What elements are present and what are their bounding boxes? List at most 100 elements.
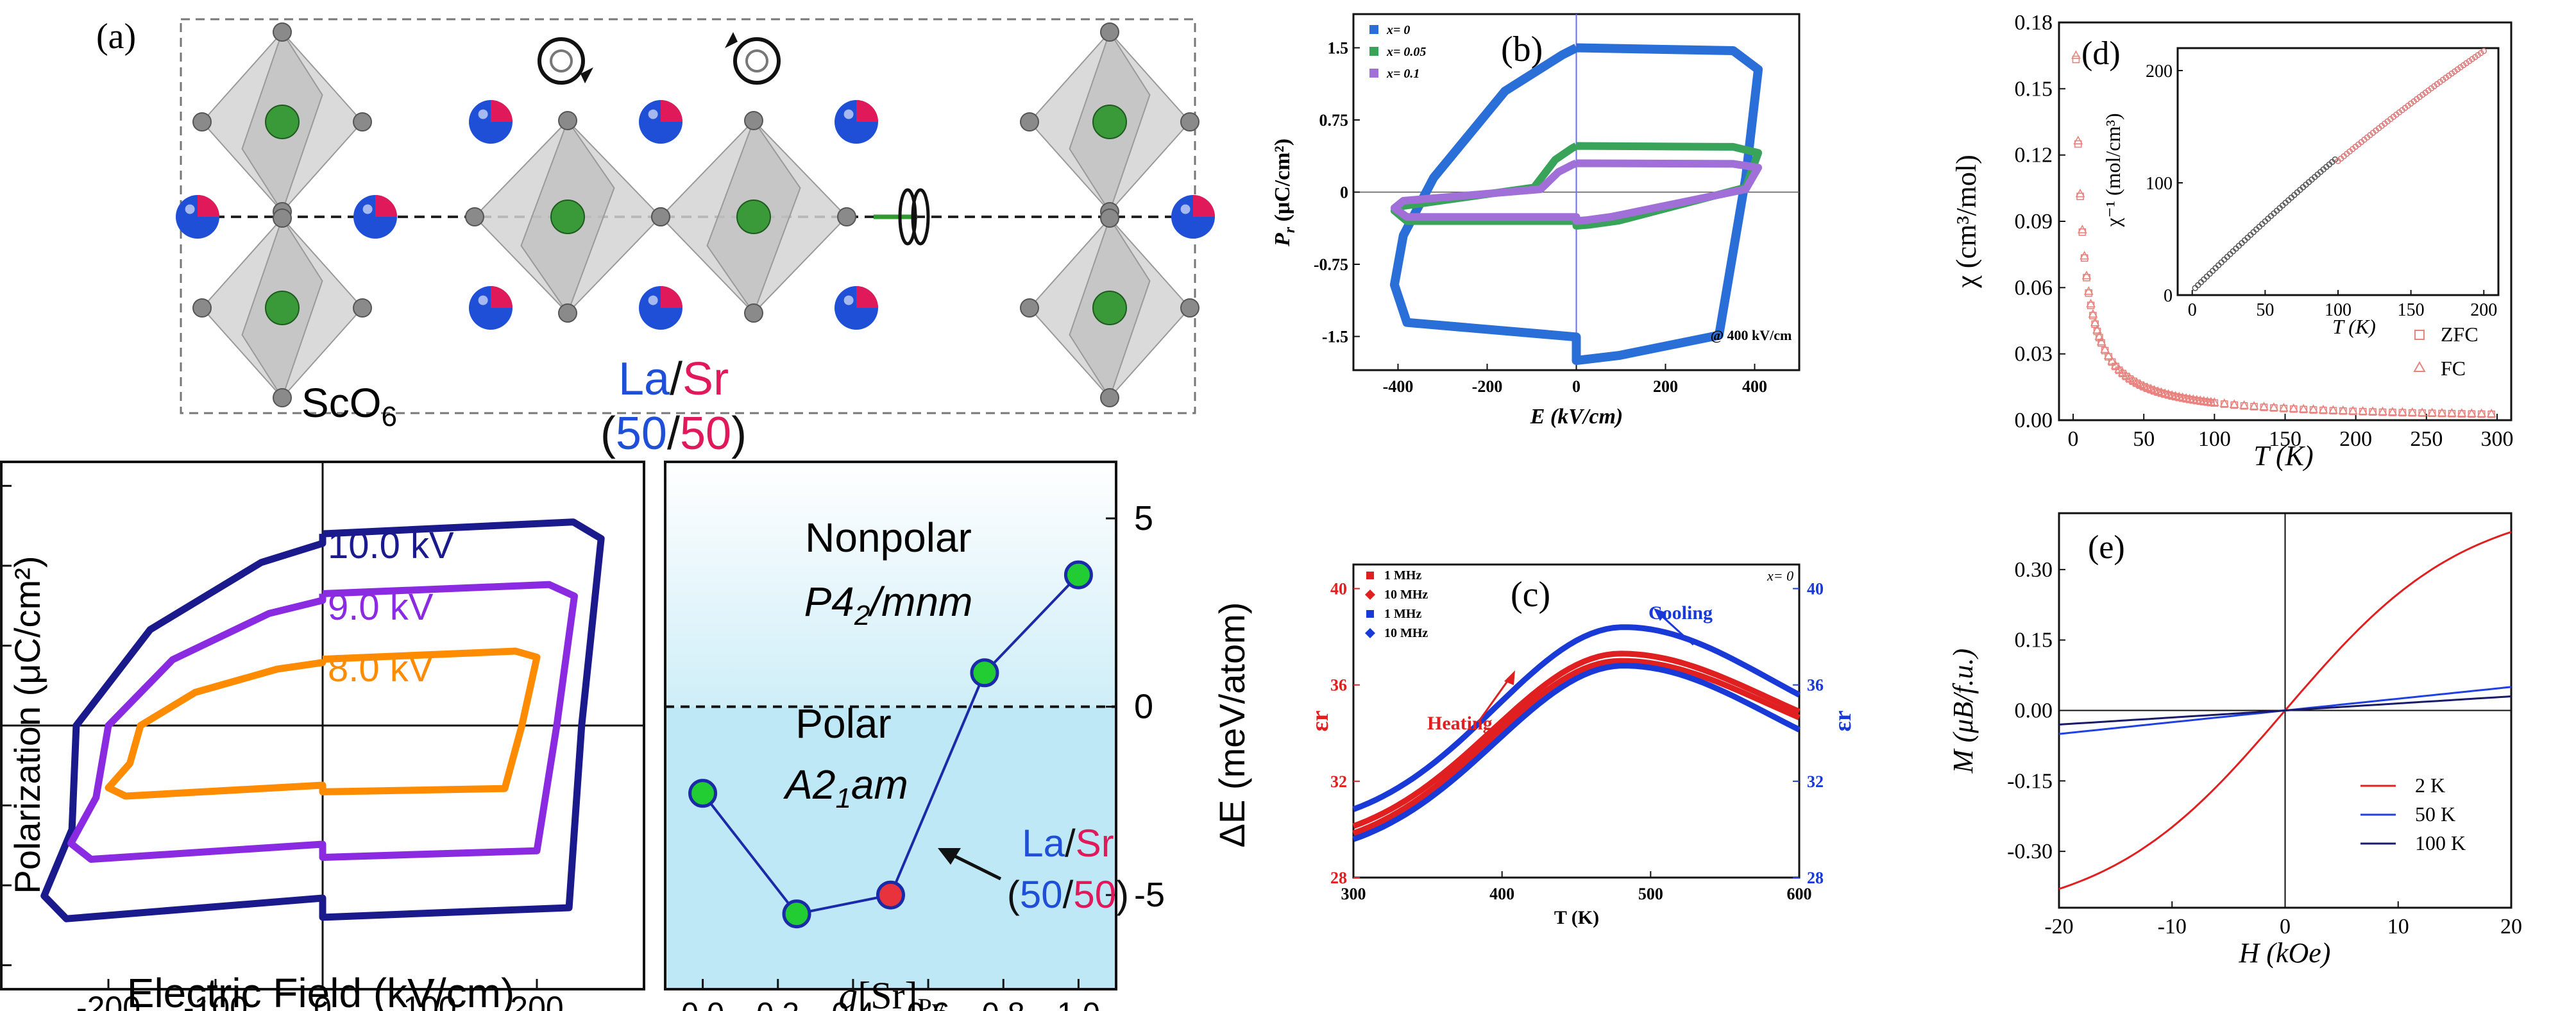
zfc-point: [2280, 405, 2288, 412]
x-tick-label: -20: [2044, 915, 2073, 939]
legend-marker: [1369, 69, 1378, 78]
panel-c-xlabel: T (K): [1554, 907, 1599, 928]
inset-x-tick-label: 50: [2256, 300, 2274, 320]
fc-point: [2239, 400, 2249, 409]
zfc-point: [2438, 409, 2446, 418]
y-tick-label: -1.5: [1322, 328, 1348, 346]
panel-c-ylabel-right: εr: [1829, 710, 1856, 731]
oxygen-atom: [558, 111, 577, 130]
fc-point: [2398, 407, 2407, 416]
panel-e: (e) -20 -10 0 10 20 -0.30 -0.15 0.00 0.15 0.30 2 …: [1947, 512, 2522, 969]
x-tick-label: -100: [183, 990, 248, 1011]
panel-b-legend: x= 0 x= 0.05 x= 0.1: [1369, 23, 1426, 81]
y-tick-label: 0.15: [2015, 629, 2053, 652]
atom-highlight: [843, 109, 854, 119]
panel-label-c: (c): [1511, 575, 1550, 615]
zfc-point: [2428, 409, 2436, 418]
inset-y-tick-label: 0: [2164, 286, 2173, 306]
legend-marker-square: [1366, 572, 1374, 579]
sr-quarter: [491, 100, 513, 122]
inset-x-tick-label: 100: [2325, 300, 2351, 320]
zfc-point: [2230, 401, 2238, 409]
oxygen-atom: [837, 207, 856, 226]
fc-point: [2269, 402, 2279, 411]
panel-c-frame: [1352, 563, 1801, 879]
ratio-label: (50/50): [600, 408, 747, 459]
oxygen-atom: [273, 208, 292, 228]
panel-e-xlabel: H (kOe): [2239, 937, 2331, 969]
polar-label: Polar: [795, 701, 891, 747]
y-tick-label-right: 28: [1807, 869, 1824, 887]
oxygen-atom: [744, 111, 763, 130]
fc-point: [2080, 250, 2090, 260]
fc-point: [2100, 344, 2110, 353]
panel-d-ticks: 0 50 100 150 200 250 300 0.00 0.03 0.06 0.09 0.12 0.…: [2015, 11, 2514, 451]
atom-highlight: [648, 109, 658, 119]
legend-label: 100 K: [2415, 831, 2466, 854]
panel-b-xlabel: E (kV/cm): [1530, 405, 1623, 429]
zfc-point: [2487, 410, 2495, 418]
nonpolar-label: Nonpolar: [805, 514, 972, 561]
scandium-atom: [736, 200, 771, 234]
fc-point: [2309, 404, 2318, 413]
legend-marker-diamond: [1365, 590, 1375, 600]
panel-d-points: [2071, 50, 2496, 418]
fc-point: [2328, 405, 2338, 414]
y-tick-label: -0.15: [2007, 769, 2053, 793]
scandium-atom: [1092, 291, 1127, 325]
x-tick-label: 200: [1653, 377, 1678, 396]
x-tick-label: 0: [314, 990, 332, 1011]
hysteresis-legend-label: 10.0 kV: [328, 525, 454, 566]
zfc-point: [2468, 410, 2476, 418]
oxygen-atom: [1180, 112, 1199, 132]
fc-point: [2086, 298, 2096, 308]
oxygen-atom: [651, 207, 670, 226]
fc-point: [2071, 50, 2081, 59]
panel-b-curves: [1389, 43, 1763, 365]
energy-ticks: 0.0 0.2 0.4 0.6 0.8 1.0 -5 0 5: [681, 499, 1165, 1011]
panel-b-ticks: -400 -200 0 200 400 -1.5 -0.75 0 0.75 1.5: [1314, 14, 1799, 396]
y-tick-label: 0.12: [2015, 144, 2053, 167]
x-tick-label: -200: [1472, 377, 1503, 396]
legend-marker-square: [2414, 330, 2425, 340]
panel-d: (d) 0 50 100 150 200 250 300 0.00 0.03 0.06 0.09 0.…: [1951, 11, 2513, 472]
legend-marker-square: [1366, 610, 1374, 618]
fc-point: [2073, 135, 2083, 144]
y-tick-label: 0.75: [1319, 111, 1349, 130]
fc-point: [2407, 407, 2418, 416]
energy-frame: [664, 461, 1117, 990]
fc-point: [2090, 318, 2100, 327]
energy-point: [688, 779, 718, 808]
legend-label: FC: [2441, 357, 2466, 380]
fc-point: [2259, 402, 2269, 411]
sr-quarter: [1193, 195, 1215, 217]
panel-e-ticks: -20 -10 0 10 20 -0.30 -0.15 0.00 0.15 0.30: [2007, 513, 2522, 939]
y-tick-label-right: 32: [1807, 772, 1824, 791]
oxygen-atom: [192, 298, 212, 318]
atom-highlight: [478, 295, 488, 305]
la-sr-site-atom: [469, 100, 513, 144]
x-tick-label: 300: [1341, 885, 1366, 903]
fc-point: [2387, 407, 2398, 416]
oxygen-atom: [558, 303, 577, 323]
hysteresis-legend-label: 8.0 kV: [328, 648, 434, 690]
x-tick-label: 600: [1787, 885, 1812, 903]
sr-quarter: [198, 195, 219, 217]
oxygen-atom: [1180, 298, 1199, 318]
fc-point: [2083, 286, 2094, 295]
oxygen-atom: [273, 22, 292, 42]
zfc-point: [2319, 406, 2327, 414]
x-tick-label: 0: [2280, 915, 2291, 939]
fc-point: [2096, 336, 2106, 346]
la-sr-site-atom: [835, 286, 878, 330]
zfc-point: [2477, 410, 2486, 418]
zfc-point: [2260, 404, 2268, 411]
x-tick-label: 0.2: [756, 997, 799, 1011]
energy-point: [1063, 560, 1093, 590]
inset-point: [2332, 156, 2339, 163]
zfc-point: [2270, 404, 2278, 412]
fc-point: [2219, 398, 2230, 407]
atom-highlight: [843, 295, 854, 305]
fc-point: [2378, 406, 2387, 416]
panel-d-ylabel: χ (cm³/mol): [1951, 155, 1982, 288]
